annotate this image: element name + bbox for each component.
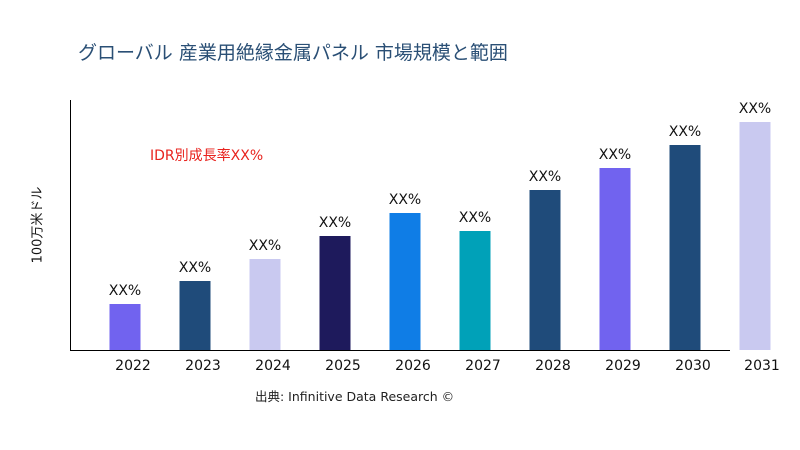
x-tick-label-2027: 2027 (465, 358, 501, 374)
data-label-2027: XX% (459, 210, 491, 226)
bar-2023 (179, 281, 211, 350)
bar-2030 (669, 145, 701, 350)
x-tick-label-2026: 2026 (395, 358, 431, 374)
x-tick-label-2030: 2030 (675, 358, 711, 374)
data-label-2030: XX% (669, 124, 701, 140)
data-label-2024: XX% (249, 238, 281, 254)
data-label-2028: XX% (529, 169, 561, 185)
bar-2025 (319, 236, 351, 350)
bar-2022 (109, 304, 141, 350)
data-label-2025: XX% (319, 215, 351, 231)
data-label-2022: XX% (109, 283, 141, 299)
data-label-2026: XX% (389, 192, 421, 208)
bar-2027 (459, 231, 491, 350)
x-tick-label-2022: 2022 (115, 358, 151, 374)
x-tick-label-2029: 2029 (605, 358, 641, 374)
chart-title: グローバル 産業用絶縁金属パネル 市場規模と範囲 (78, 42, 508, 64)
bar-2029 (599, 168, 631, 350)
data-label-2031: XX% (739, 101, 771, 117)
data-label-2023: XX% (179, 260, 211, 276)
bar-2024 (249, 259, 281, 350)
growth-annotation: IDR別成長率XX% (150, 148, 264, 164)
bar-2031 (739, 122, 771, 350)
source-note: 出典: Infinitive Data Research © (255, 389, 455, 404)
x-tick-label-2024: 2024 (255, 358, 291, 374)
bar-2026 (389, 213, 421, 350)
x-tick-label-2031: 2031 (744, 358, 780, 374)
x-tick-label-2025: 2025 (325, 358, 361, 374)
bar-2028 (529, 190, 561, 350)
data-label-2029: XX% (599, 147, 631, 163)
x-tick-label-2023: 2023 (185, 358, 221, 374)
x-tick-label-2028: 2028 (535, 358, 571, 374)
